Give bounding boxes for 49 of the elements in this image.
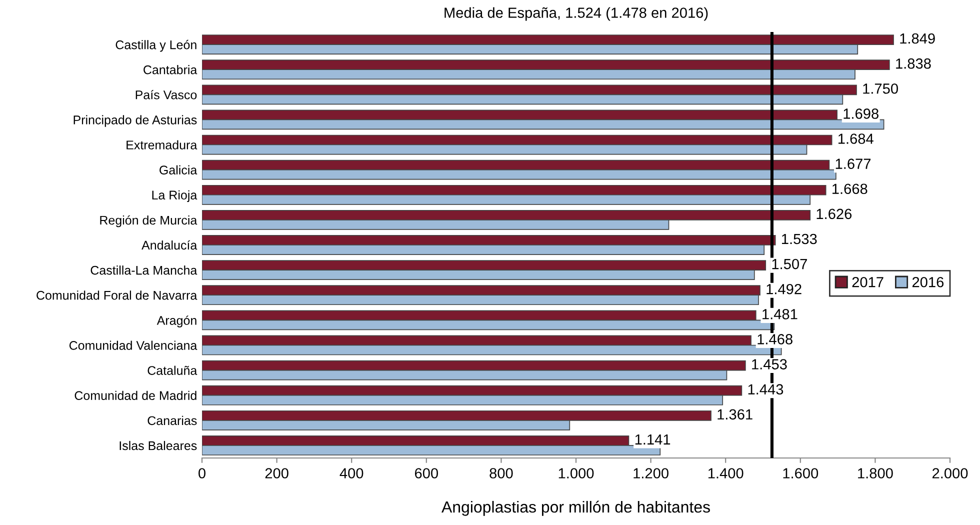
data-label: 1.361 [718,409,752,420]
x-tick-label: 0 [198,468,206,478]
x-tick-label: 1.600 [783,468,818,478]
x-tick-label: 2.000 [932,468,968,478]
chart-title: Media de España, 1.524 (1.478 en 2016) [444,7,708,21]
y-tick-label: Cataluña [148,366,198,375]
data-label: 1.492 [766,284,802,294]
data-label: 1.838 [896,58,931,69]
data-label: 1.668 [832,184,868,194]
legend-label: 2016 [912,276,944,288]
x-tick-label: 200 [265,468,288,478]
data-label: 1.468 [758,334,792,344]
y-tick-label: Comunidad Valenciana [69,340,198,350]
x-tick-label: 1.400 [708,468,744,478]
y-tick-label: Castilla-La Mancha [90,266,198,275]
y-tick-label: Región de Murcia [100,215,198,228]
x-tick-label: 800 [490,468,513,478]
y-tick-label: Cantabria [144,65,198,74]
y-tick-label: País Vasco [136,90,197,100]
data-label: 1.684 [838,134,874,144]
y-tick-label: Comunidad de Madrid [74,390,196,400]
data-label: 1.141 [635,434,670,444]
data-label: 1.533 [782,234,817,244]
x-tick-label: 400 [340,468,364,478]
y-tick-label: Andalucía [142,240,198,250]
y-tick-label: Aragón [156,316,196,328]
data-label: 1.677 [836,158,871,169]
data-label: 1.626 [816,208,852,220]
y-tick-label: Castilla y León [116,40,196,52]
y-tick-label: Canarias [148,416,197,426]
y-tick-label: Islas Baleares [120,440,197,450]
data-label: 1.443 [748,384,784,395]
data-label: 1.750 [863,83,898,94]
data-label: 1.507 [772,258,807,270]
data-label: 1.849 [900,33,935,44]
y-tick-label: Principado de Asturias [74,115,197,127]
x-tick-label: 1.000 [558,468,594,478]
x-tick-label: 600 [414,468,438,478]
y-tick-label: Comunidad Foral de Navarra [36,290,198,300]
x-tick-label: 1.200 [634,468,668,478]
data-label: 1.453 [752,359,787,370]
data-label: 1.481 [762,309,798,320]
data-label: 1.698 [844,108,878,119]
y-tick-label: La Rioja [152,190,198,202]
legend-label: 2017 [852,276,884,288]
y-tick-label: Extremadura [126,140,198,150]
y-tick-label: Galicia [160,165,198,174]
x-tick-label: 1.800 [858,468,893,478]
x-axis-title: Angioplastias por millón de habitantes [442,500,710,516]
